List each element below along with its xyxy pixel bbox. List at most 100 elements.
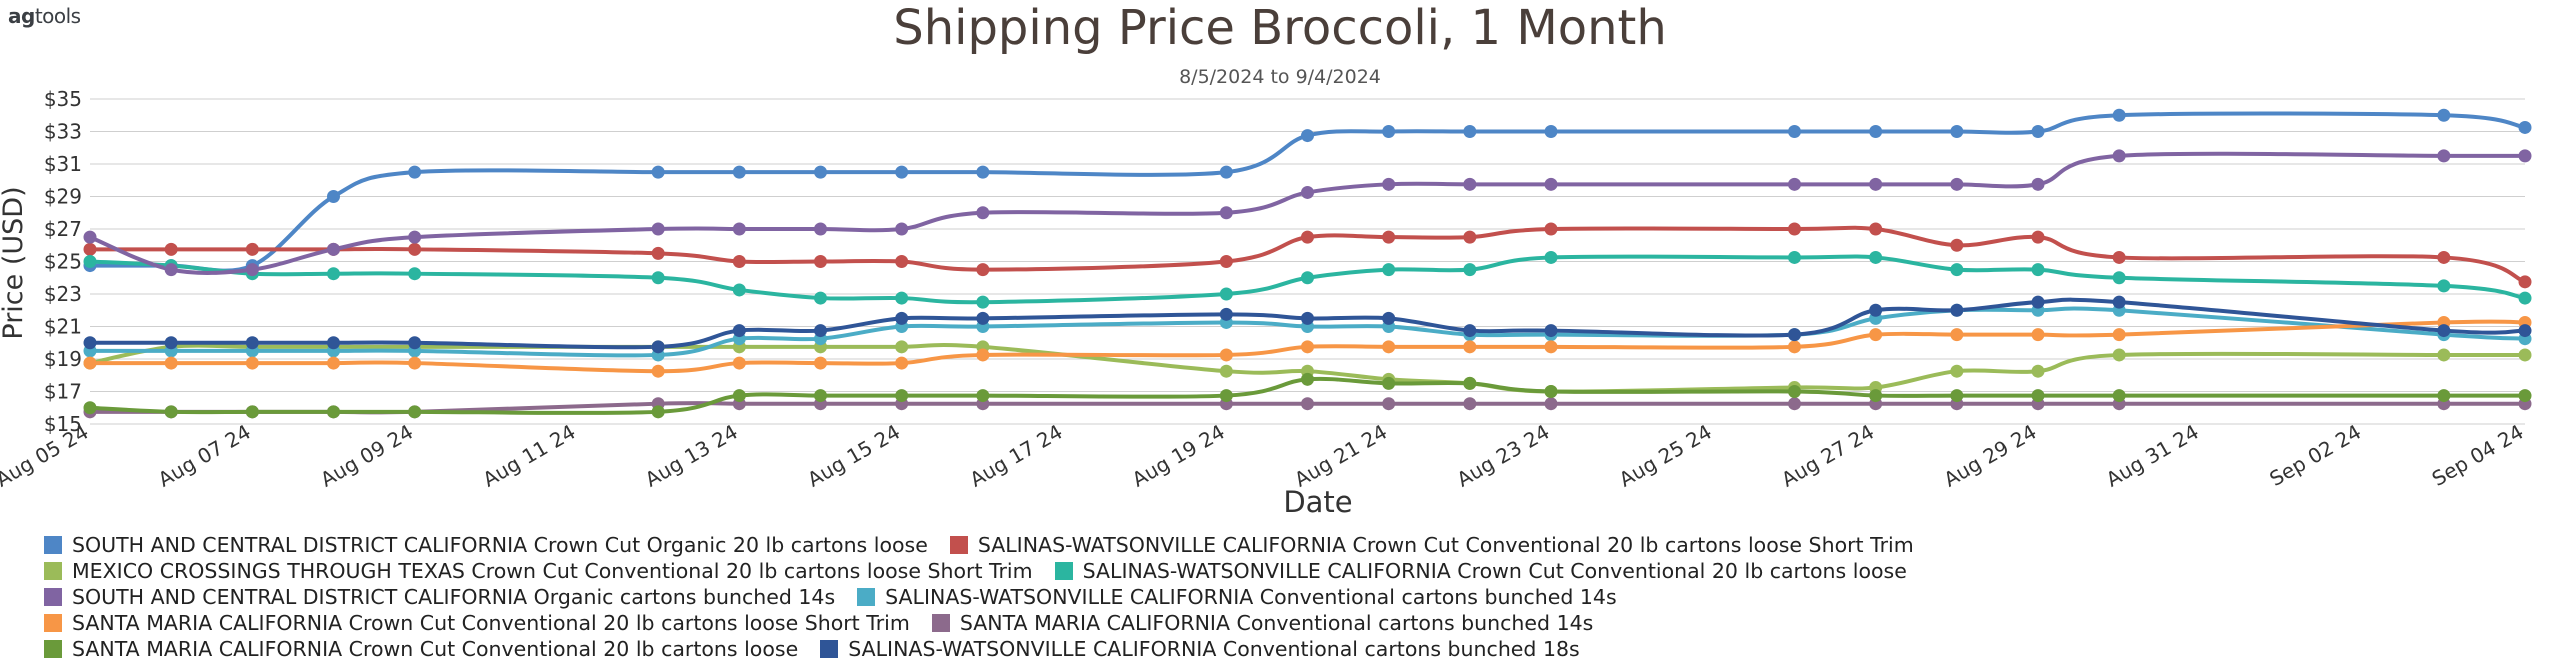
data-point[interactable] bbox=[976, 348, 990, 362]
data-point[interactable] bbox=[1219, 307, 1233, 321]
data-point[interactable] bbox=[2437, 279, 2451, 293]
data-point[interactable] bbox=[895, 291, 909, 305]
data-point[interactable] bbox=[1788, 125, 1801, 138]
data-point[interactable] bbox=[1463, 376, 1477, 390]
data-point[interactable] bbox=[2112, 108, 2126, 122]
data-point[interactable] bbox=[1219, 348, 1233, 362]
data-point[interactable] bbox=[2112, 250, 2126, 264]
data-point[interactable] bbox=[895, 389, 909, 403]
data-point[interactable] bbox=[1301, 185, 1314, 199]
data-point[interactable] bbox=[1788, 397, 1801, 411]
data-point[interactable] bbox=[1788, 250, 1801, 264]
data-point[interactable] bbox=[83, 242, 97, 256]
data-point[interactable] bbox=[1219, 206, 1233, 220]
legend-item[interactable]: MEXICO CROSSINGS THROUGH TEXAS Crown Cut… bbox=[44, 559, 1033, 583]
data-point[interactable] bbox=[2437, 108, 2451, 122]
data-point[interactable] bbox=[1382, 125, 1396, 138]
legend-item[interactable]: SOUTH AND CENTRAL DISTRICT CALIFORNIA Or… bbox=[44, 585, 835, 609]
data-point[interactable] bbox=[2518, 275, 2532, 289]
data-point[interactable] bbox=[245, 336, 259, 350]
data-point[interactable] bbox=[1788, 222, 1801, 236]
data-point[interactable] bbox=[327, 356, 340, 370]
data-point[interactable] bbox=[164, 356, 178, 370]
data-point[interactable] bbox=[164, 336, 178, 350]
data-point[interactable] bbox=[1382, 230, 1396, 244]
data-point[interactable] bbox=[976, 263, 990, 277]
data-point[interactable] bbox=[732, 165, 746, 179]
data-point[interactable] bbox=[327, 190, 340, 203]
data-point[interactable] bbox=[1950, 328, 1964, 342]
data-point[interactable] bbox=[732, 283, 746, 297]
data-point[interactable] bbox=[1219, 389, 1233, 403]
data-point[interactable] bbox=[895, 340, 909, 354]
data-point[interactable] bbox=[2031, 364, 2045, 378]
data-point[interactable] bbox=[1869, 125, 1883, 138]
data-point[interactable] bbox=[651, 405, 665, 419]
data-point[interactable] bbox=[1301, 271, 1314, 285]
data-point[interactable] bbox=[245, 356, 259, 370]
data-point[interactable] bbox=[1301, 311, 1314, 325]
legend-item[interactable]: SALINAS-WATSONVILLE CALIFORNIA Crown Cut… bbox=[949, 533, 1914, 557]
data-point[interactable] bbox=[1219, 165, 1233, 179]
legend-item[interactable]: SALINAS-WATSONVILLE CALIFORNIA Conventio… bbox=[857, 585, 1617, 609]
data-point[interactable] bbox=[1544, 222, 1558, 236]
data-point[interactable] bbox=[651, 364, 665, 378]
data-point[interactable] bbox=[1463, 340, 1477, 354]
data-point[interactable] bbox=[83, 230, 97, 244]
data-point[interactable] bbox=[408, 356, 422, 370]
data-point[interactable] bbox=[164, 405, 178, 419]
legend-item[interactable]: SANTA MARIA CALIFORNIA Crown Cut Convent… bbox=[44, 637, 798, 661]
data-point[interactable] bbox=[976, 206, 990, 220]
data-point[interactable] bbox=[2437, 250, 2451, 264]
data-point[interactable] bbox=[164, 263, 178, 277]
data-point[interactable] bbox=[1950, 389, 1964, 403]
data-point[interactable] bbox=[1869, 328, 1883, 342]
data-point[interactable] bbox=[2031, 295, 2045, 309]
data-point[interactable] bbox=[164, 242, 178, 256]
data-point[interactable] bbox=[651, 246, 665, 260]
data-point[interactable] bbox=[2437, 324, 2451, 338]
data-point[interactable] bbox=[895, 356, 909, 370]
data-point[interactable] bbox=[1463, 324, 1477, 338]
data-point[interactable] bbox=[1950, 303, 1964, 317]
data-point[interactable] bbox=[976, 311, 990, 325]
data-point[interactable] bbox=[732, 324, 746, 338]
data-point[interactable] bbox=[814, 165, 827, 179]
data-point[interactable] bbox=[408, 267, 422, 281]
data-point[interactable] bbox=[1301, 372, 1314, 386]
data-point[interactable] bbox=[408, 405, 422, 419]
data-point[interactable] bbox=[732, 255, 746, 268]
data-point[interactable] bbox=[1950, 125, 1964, 138]
data-point[interactable] bbox=[1219, 287, 1233, 301]
data-point[interactable] bbox=[245, 405, 259, 419]
data-point[interactable] bbox=[2518, 149, 2532, 163]
data-point[interactable] bbox=[245, 263, 259, 277]
data-point[interactable] bbox=[2518, 348, 2532, 362]
data-point[interactable] bbox=[1950, 238, 1964, 252]
legend-item[interactable]: SANTA MARIA CALIFORNIA Crown Cut Convent… bbox=[44, 611, 910, 635]
legend-item[interactable]: SALINAS-WATSONVILLE CALIFORNIA Crown Cut… bbox=[1054, 559, 1907, 583]
data-point[interactable] bbox=[1382, 177, 1396, 191]
legend-item[interactable]: SALINAS-WATSONVILLE CALIFORNIA Conventio… bbox=[820, 637, 1580, 661]
data-point[interactable] bbox=[651, 222, 665, 236]
data-point[interactable] bbox=[1382, 376, 1396, 390]
data-point[interactable] bbox=[1544, 125, 1558, 138]
data-point[interactable] bbox=[1382, 397, 1396, 411]
data-point[interactable] bbox=[1788, 385, 1801, 398]
data-point[interactable] bbox=[1950, 177, 1964, 191]
data-point[interactable] bbox=[2518, 291, 2532, 305]
data-point[interactable] bbox=[408, 230, 422, 244]
data-point[interactable] bbox=[1544, 397, 1558, 411]
data-point[interactable] bbox=[732, 222, 746, 236]
data-point[interactable] bbox=[1544, 385, 1558, 398]
data-point[interactable] bbox=[1463, 125, 1477, 138]
data-point[interactable] bbox=[1788, 340, 1801, 354]
data-point[interactable] bbox=[2518, 324, 2532, 338]
data-point[interactable] bbox=[651, 340, 665, 354]
data-point[interactable] bbox=[895, 222, 909, 236]
data-point[interactable] bbox=[1544, 340, 1558, 354]
data-point[interactable] bbox=[2031, 125, 2045, 138]
data-point[interactable] bbox=[408, 242, 422, 256]
data-point[interactable] bbox=[1544, 177, 1558, 191]
data-point[interactable] bbox=[2031, 328, 2045, 342]
